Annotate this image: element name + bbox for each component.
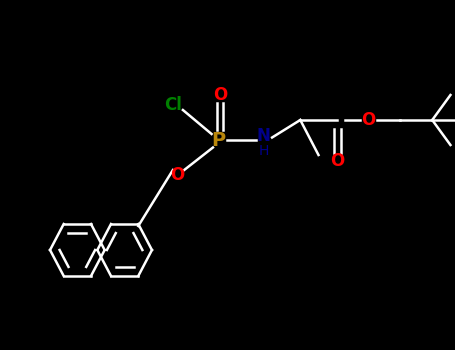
- Text: O: O: [330, 152, 345, 170]
- Text: Cl: Cl: [164, 96, 182, 114]
- Text: O: O: [361, 111, 376, 129]
- Text: N: N: [257, 127, 271, 145]
- Text: P: P: [211, 131, 226, 149]
- Text: O: O: [170, 166, 185, 184]
- Text: O: O: [212, 86, 227, 104]
- Text: H: H: [259, 144, 269, 158]
